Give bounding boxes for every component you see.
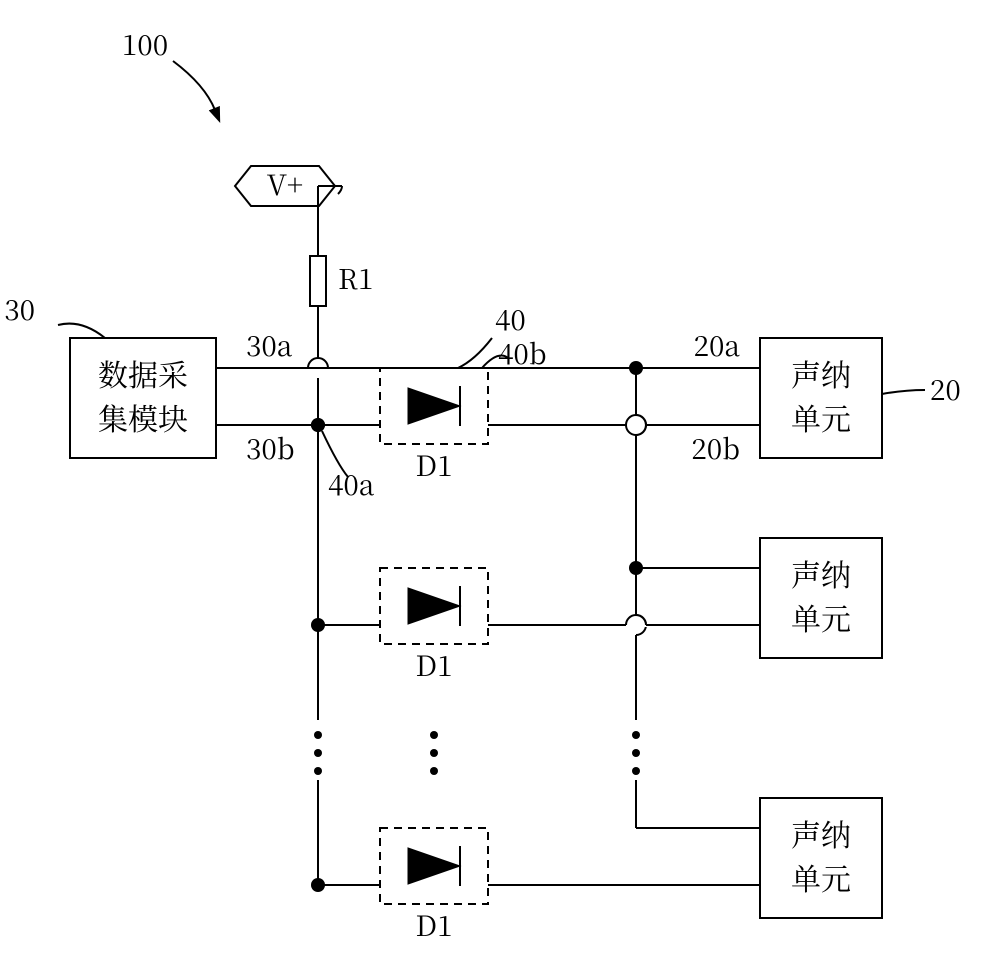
ref-20: 20 xyxy=(930,369,961,409)
sonar-line1-3: 声纳 xyxy=(791,811,851,855)
voltage-label: V+ xyxy=(267,164,303,204)
sonar-line1-2: 声纳 xyxy=(791,551,851,595)
ref-20a: 20a xyxy=(694,325,741,365)
resistor-label: R1 xyxy=(338,258,373,298)
module-line1: 数据采 xyxy=(98,351,188,395)
ref-30a: 30a xyxy=(246,325,293,365)
module-line2: 集模块 xyxy=(98,395,188,439)
circuit-diagram: 数据采集模块声纳单元声纳单元声纳单元D1D1D1V+R110030204030a… xyxy=(0,0,1000,957)
sonar-line2-3: 单元 xyxy=(791,855,851,899)
diode-label: D1 xyxy=(416,905,453,945)
ref-40a: 40a xyxy=(328,464,375,504)
ref-100: 100 xyxy=(122,24,168,64)
resistor xyxy=(310,256,326,306)
sonar-line2-1: 单元 xyxy=(791,395,851,439)
sonar-line1-1: 声纳 xyxy=(791,351,851,395)
sonar-line2-2: 单元 xyxy=(791,595,851,639)
ref-20b: 20b xyxy=(691,428,740,468)
ref-30b: 30b xyxy=(246,428,295,468)
diode-label: D1 xyxy=(416,645,453,685)
diode-label: D1 xyxy=(416,445,453,485)
ref-40b: 40b xyxy=(498,333,547,373)
ref-30: 30 xyxy=(4,289,35,329)
